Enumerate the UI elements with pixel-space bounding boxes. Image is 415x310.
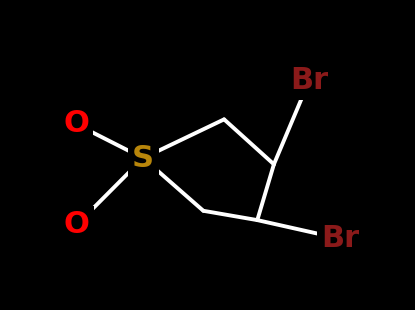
Text: O: O [63,109,89,139]
Text: S: S [132,144,154,173]
Text: Br: Br [290,66,328,95]
Text: Br: Br [321,224,359,253]
Text: O: O [64,210,90,239]
